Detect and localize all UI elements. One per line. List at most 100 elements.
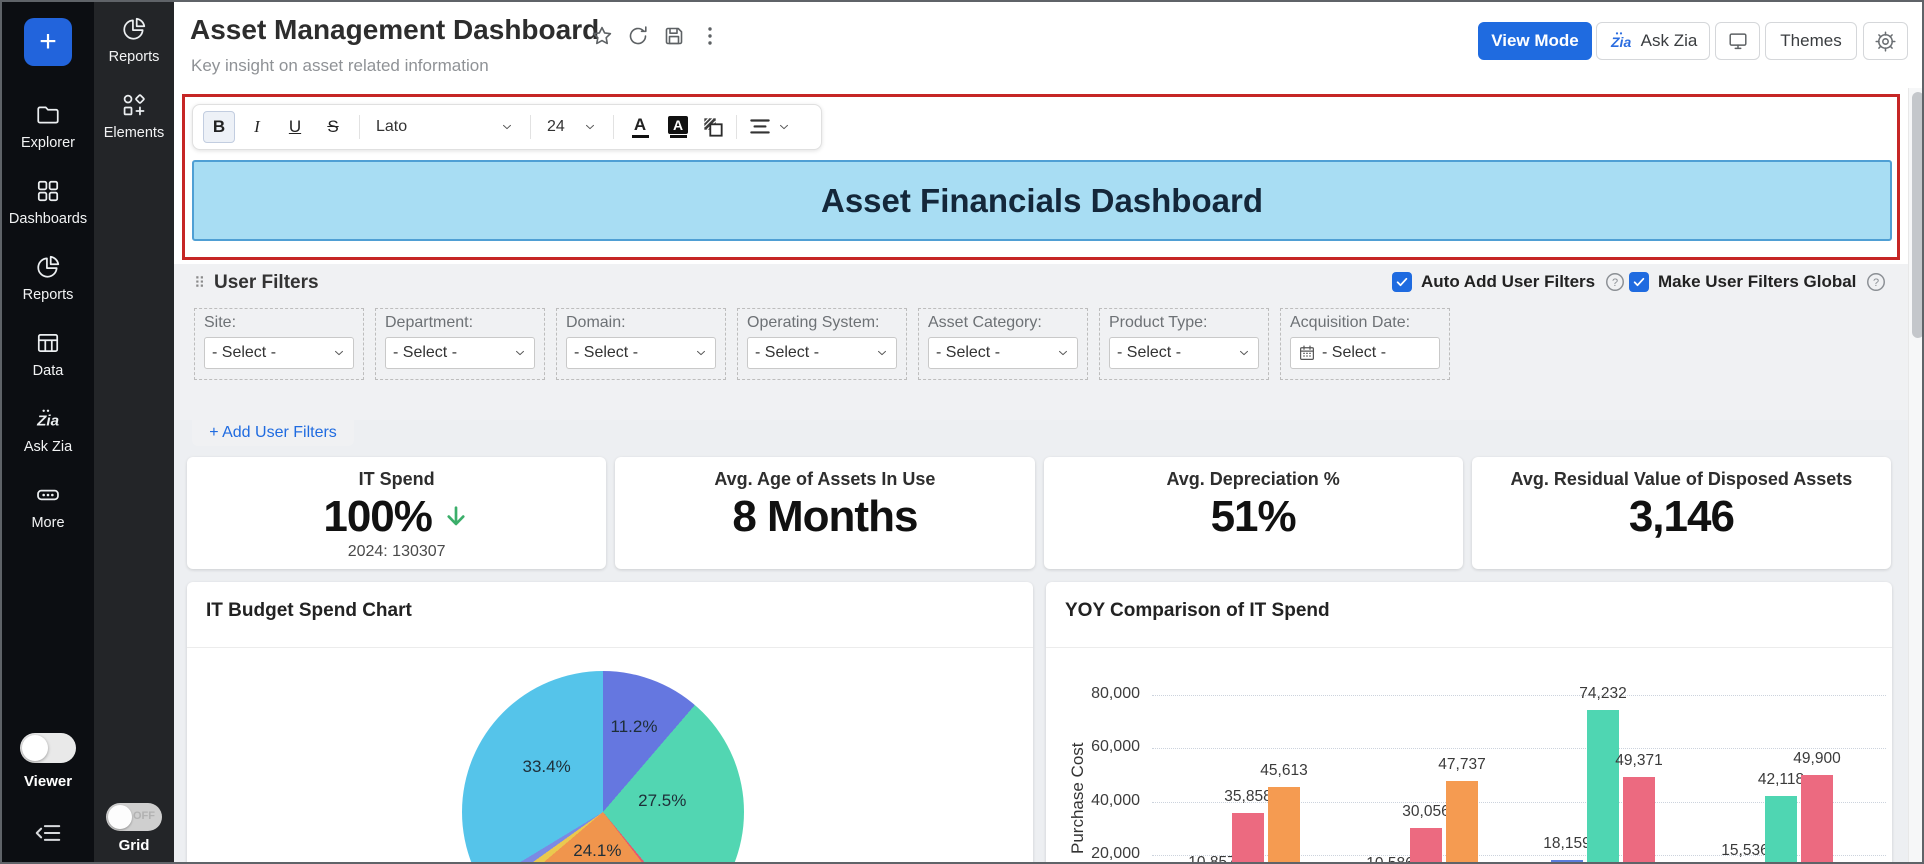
- vertical-scrollbar: [1908, 88, 1922, 862]
- chart-card-header: [187, 582, 1033, 648]
- dashboards-icon: [35, 178, 61, 204]
- sidebar-item-elements[interactable]: Elements: [104, 92, 164, 141]
- collapse-sidebar-icon[interactable]: [33, 818, 63, 848]
- italic-button[interactable]: I: [254, 117, 260, 136]
- chevron-down-icon: [694, 346, 708, 360]
- primary-sidebar: + Explorer Dashboards Reports Data Zia Ask Zi…: [2, 2, 94, 862]
- kpi-footnote: 2024: 130307: [347, 543, 446, 560]
- filter-select-value: - Select -: [1117, 344, 1182, 361]
- filter-select-department[interactable]: - Select -: [385, 337, 535, 369]
- reports-icon: [121, 16, 147, 42]
- save-icon[interactable]: [662, 24, 686, 48]
- chevron-down-icon: [500, 120, 514, 134]
- filter-select-domain[interactable]: - Select -: [566, 337, 716, 369]
- question-icon[interactable]: ?: [1604, 271, 1626, 293]
- sidebar-item-reports[interactable]: Reports: [9, 254, 87, 303]
- settings-button[interactable]: [1863, 22, 1908, 60]
- highlight-color-icon[interactable]: A: [662, 111, 694, 143]
- themes-button[interactable]: Themes: [1765, 22, 1857, 60]
- bar-series: [1232, 812, 1264, 862]
- kpi-value-row: 8 Months: [732, 492, 918, 542]
- pie-chart-widget[interactable]: IT Budget Spend Chart 11.2% 33.4% 27.5% 24.…: [187, 582, 1033, 862]
- scrollbar-thumb[interactable]: [1912, 92, 1922, 338]
- ask-zia-label: Ask Zia: [1640, 31, 1698, 50]
- banner-text: Asset Financials Dashboard: [821, 181, 1263, 219]
- zia-icon: Zia: [35, 406, 61, 432]
- make-global-checkbox[interactable]: [1629, 272, 1649, 292]
- kpi-row: IT Spend 100% 2024: 130307 Avg. Age of Asse…: [187, 457, 1891, 569]
- chevron-down-icon: [875, 346, 889, 360]
- sidebar-item-dashboards[interactable]: Dashboards: [9, 178, 87, 227]
- sidebar-item-explorer[interactable]: Explorer: [9, 102, 87, 151]
- kpi-card-avg-residual-value-of-disposed-assets[interactable]: Avg. Residual Value of Disposed Assets 3,…: [1471, 457, 1891, 569]
- align-menu-button[interactable]: [747, 114, 791, 140]
- pie-slice-label: 11.2%: [610, 717, 658, 737]
- kpi-card-avg-depreciation[interactable]: Avg. Depreciation % 51%: [1043, 457, 1463, 569]
- font-size-select[interactable]: 24: [541, 111, 603, 143]
- ask-zia-button[interactable]: Zia Ask Zia: [1596, 22, 1710, 60]
- filter-label: Department:: [385, 314, 474, 331]
- kebab-menu-icon[interactable]: [698, 24, 722, 48]
- bold-button[interactable]: B: [203, 111, 235, 143]
- filter-select-value: - Select -: [212, 344, 277, 361]
- kpi-card-avg-age-of-assets-in-use[interactable]: Avg. Age of Assets In Use 8 Months: [615, 457, 1035, 569]
- filter-select-value: - Select -: [393, 344, 458, 361]
- elements-icon: [121, 92, 147, 118]
- auto-add-checkbox[interactable]: [1392, 272, 1412, 292]
- create-new-button[interactable]: +: [24, 18, 72, 66]
- bar-chart-widget[interactable]: YOY Comparison of IT Spend Purchase Cost…: [1046, 582, 1892, 862]
- bar-value-label: 35,858: [1224, 787, 1272, 805]
- bar-series: [1410, 828, 1442, 862]
- filter-select-acquisition-date[interactable]: - Select -: [1290, 337, 1440, 369]
- view-mode-button[interactable]: View Mode: [1478, 22, 1592, 60]
- present-button[interactable]: [1715, 22, 1760, 60]
- viewer-toggle[interactable]: [20, 733, 76, 763]
- star-icon[interactable]: [590, 24, 614, 48]
- monitor-icon: [1727, 30, 1749, 52]
- bar-gridline: [1152, 801, 1886, 803]
- question-icon[interactable]: ?: [1865, 271, 1887, 293]
- filter-asset-category: Asset Category: - Select -: [918, 308, 1088, 380]
- toolbar-divider: [736, 115, 737, 139]
- pie-chart: [462, 671, 744, 862]
- underline-button[interactable]: U: [288, 117, 302, 136]
- sidebar-item-more[interactable]: More: [9, 482, 87, 531]
- bar-value-label: 45,613: [1260, 761, 1308, 779]
- sidebar-item-ask-zia[interactable]: Zia Ask Zia: [9, 406, 87, 455]
- drag-handle-icon[interactable]: ⠿: [194, 275, 205, 292]
- add-user-filters-link[interactable]: + Add User Filters: [192, 420, 354, 446]
- sidebar-item-label: Explorer: [21, 135, 75, 151]
- text-color-icon[interactable]: A: [624, 111, 656, 143]
- sidebar-item-label: Ask Zia: [23, 439, 73, 455]
- refresh-icon[interactable]: [626, 24, 650, 48]
- secondary-sidebar: Reports Elements OFF Grid: [94, 2, 174, 862]
- kpi-value-row: 100%: [323, 492, 470, 542]
- sidebar-item-data[interactable]: Data: [9, 330, 87, 379]
- filter-select-operating-system[interactable]: - Select -: [747, 337, 897, 369]
- user-filters-title: User Filters: [214, 272, 319, 293]
- trend-down-arrow-icon: [442, 503, 470, 531]
- sidebar-item-label: More: [31, 515, 65, 531]
- grid-toggle-label: Grid: [118, 837, 150, 854]
- sidebar-item-reports[interactable]: Reports: [104, 16, 164, 65]
- filter-select-product-type[interactable]: - Select -: [1109, 337, 1259, 369]
- user-filters-header: ⠿ User Filters: [194, 272, 319, 294]
- auto-add-filters-option: Auto Add User Filters ?: [1392, 271, 1626, 293]
- filter-select-asset-category[interactable]: - Select -: [928, 337, 1078, 369]
- grid-toggle[interactable]: OFF: [106, 803, 162, 831]
- kpi-card-it-spend[interactable]: IT Spend 100% 2024: 130307: [187, 457, 607, 569]
- page-subtitle: Key insight on asset related information: [191, 56, 489, 75]
- bar-series: [1801, 775, 1833, 862]
- filter-select-site[interactable]: - Select -: [204, 337, 354, 369]
- bar-series: [1587, 710, 1619, 862]
- title-action-icons: [590, 24, 722, 48]
- y-axis-tick-label: 20,000: [1091, 845, 1140, 862]
- viewer-toggle-knob: [22, 735, 48, 761]
- sidebar-bottom: Viewer: [20, 733, 76, 862]
- toolbar-divider: [530, 115, 531, 139]
- strikethrough-button[interactable]: S: [327, 117, 339, 136]
- font-family-select[interactable]: Lato: [370, 111, 520, 143]
- fill-pattern-icon[interactable]: [700, 114, 726, 140]
- dashboard-banner-widget[interactable]: Asset Financials Dashboard: [192, 160, 1892, 241]
- font-size-value: 24: [547, 118, 565, 135]
